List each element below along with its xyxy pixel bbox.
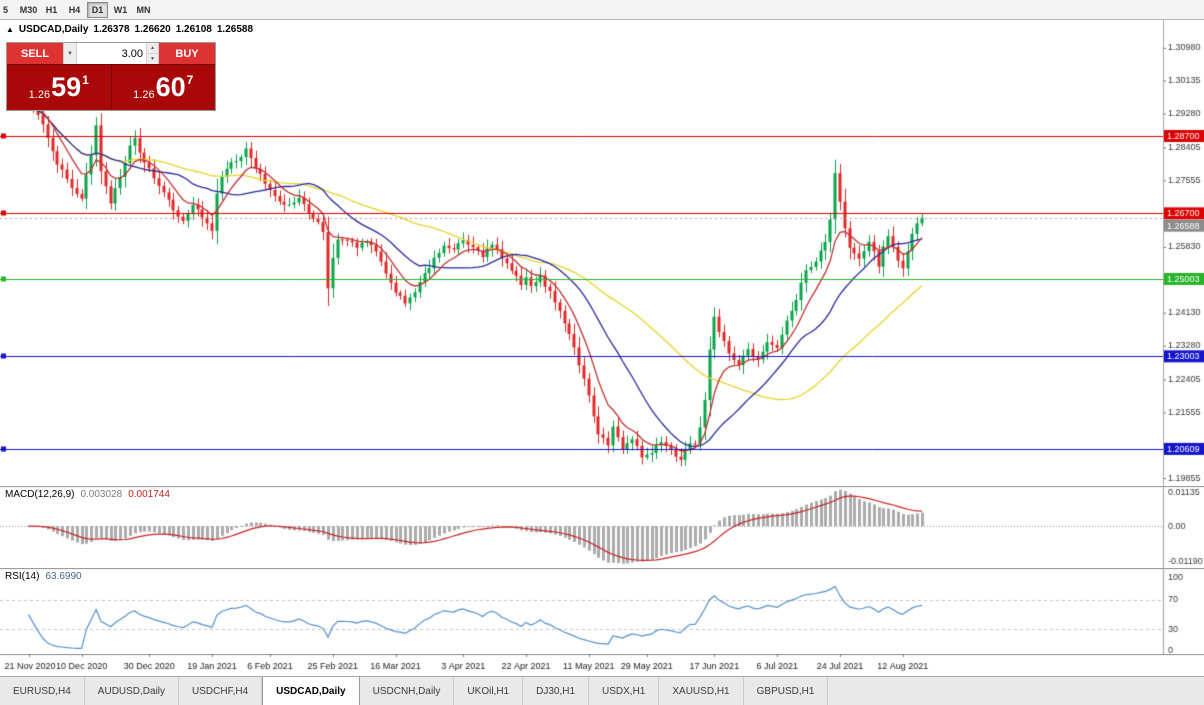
bid-price-big: 59 [51, 72, 82, 102]
volume-stepper: ▲ ▼ [146, 43, 158, 64]
macd-signal-value: 0.001744 [128, 489, 170, 500]
ask-price-small: 1.26 [133, 89, 155, 101]
volume-input[interactable] [77, 43, 146, 64]
tab-audusd-daily[interactable]: AUDUSD,Daily [84, 677, 180, 705]
rsi-indicator-label: RSI(14) 63.6990 [5, 571, 82, 582]
low-value: 1.26108 [175, 24, 212, 35]
collapse-trade-panel-icon[interactable]: ▲ [6, 25, 14, 34]
tab-usdx-h1[interactable]: USDX,H1 [589, 677, 660, 705]
high-value: 1.26620 [134, 24, 171, 35]
open-value: 1.26378 [93, 24, 130, 35]
buy-button[interactable]: BUY [159, 43, 215, 64]
close-value: 1.26588 [216, 24, 254, 35]
volume-dropdown-icon[interactable]: ▼ [64, 43, 77, 64]
period-h4-button[interactable]: H4 [68, 4, 81, 15]
tab-usdcad-daily[interactable]: USDCAD,Daily [262, 677, 360, 705]
macd-name: MACD(12,26,9) [5, 489, 75, 500]
macd-indicator-label: MACD(12,26,9) 0.003028 0.001744 [5, 489, 170, 500]
chart-tabs-bar: EURUSD,H4 AUDUSD,Daily USDCHF,H4 USDCAD,… [0, 676, 1204, 705]
timeframe-toolbar: 5 M30 H1 H4 D1 W1 MN [0, 0, 1204, 20]
bid-price-pip: 1 [82, 73, 89, 87]
time-axis-canvas[interactable] [0, 654, 1204, 676]
ask-price-pip: 7 [186, 73, 194, 87]
rsi-value: 63.6990 [45, 571, 82, 582]
period-mn-button[interactable]: MN [136, 4, 151, 15]
period-d1-button[interactable]: D1 [87, 1, 108, 18]
period-w1-button[interactable]: W1 [113, 4, 128, 15]
tab-dj30-h1[interactable]: DJ30,H1 [523, 677, 590, 705]
ask-price-big: 60 [155, 72, 186, 102]
period-m30-button[interactable]: M30 [19, 4, 38, 15]
tab-eurusd-h4[interactable]: EURUSD,H4 [0, 677, 85, 705]
macd-panel-canvas[interactable] [0, 486, 1204, 568]
tab-xauusd-h1[interactable]: XAUUSD,H1 [659, 677, 744, 705]
sell-button[interactable]: SELL [7, 43, 63, 64]
period-5-button[interactable]: 5 [2, 4, 8, 15]
chart-title: ▲ USDCAD,Daily 1.26378 1.26620 1.26108 1… [6, 24, 253, 35]
one-click-trading-panel: SELL ▼ ▲ ▼ BUY 1.26 59 1 1.26 60 7 [6, 42, 216, 111]
bid-price-small: 1.26 [28, 89, 51, 101]
tab-usdcnh-daily[interactable]: USDCNH,Daily [359, 677, 455, 705]
volume-spin-down-icon[interactable]: ▼ [147, 54, 158, 64]
rsi-name: RSI(14) [5, 571, 40, 582]
symbol-period-label: USDCAD,Daily [18, 24, 89, 35]
tab-gbpusd-h1[interactable]: GBPUSD,H1 [743, 677, 829, 705]
volume-spin-up-icon[interactable]: ▲ [147, 43, 158, 54]
ask-quote-button[interactable]: 1.26 60 7 [111, 65, 215, 110]
bid-quote-button[interactable]: 1.26 59 1 [7, 65, 111, 110]
period-h1-button[interactable]: H1 [45, 4, 58, 15]
tab-usdchf-h4[interactable]: USDCHF,H4 [179, 677, 263, 705]
macd-value: 0.003028 [80, 489, 123, 500]
tab-ukoil-h1[interactable]: UKOil,H1 [454, 677, 524, 705]
rsi-panel-canvas[interactable] [0, 568, 1204, 654]
